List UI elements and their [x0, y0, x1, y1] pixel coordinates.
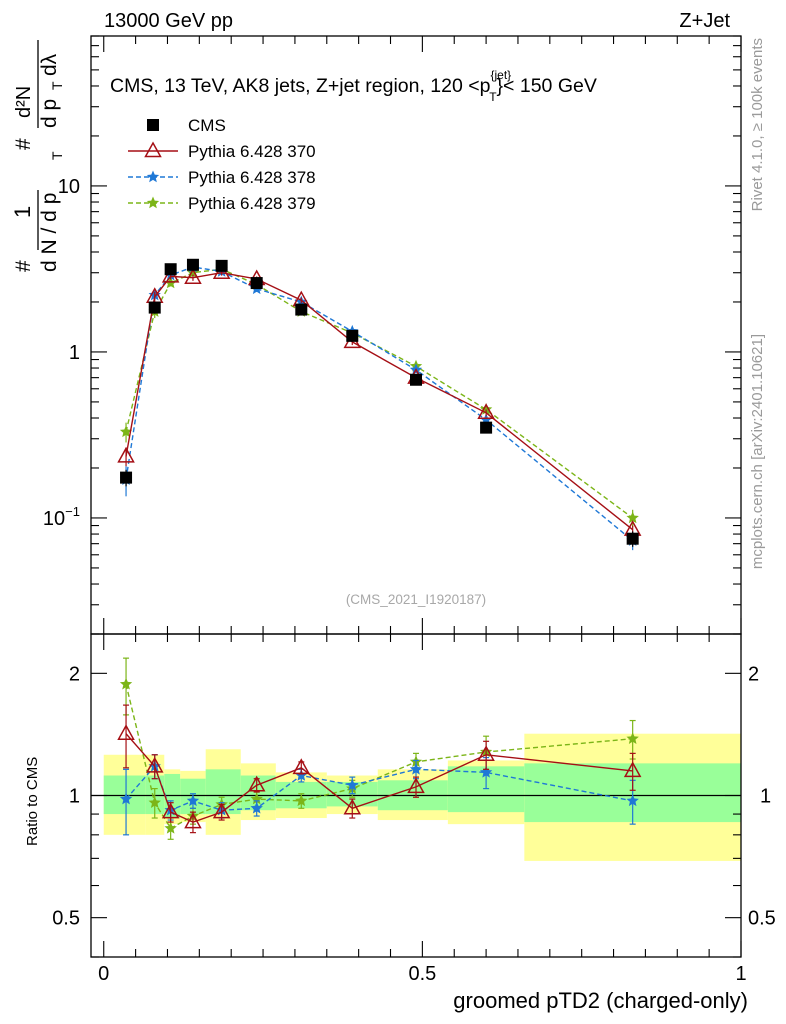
main-series-cms [120, 258, 639, 547]
xtick-label-0.5: 0.5 [408, 963, 436, 985]
ratio-point-p378-7 [346, 778, 359, 791]
ylabel-hash-2: # [12, 138, 35, 150]
main-series-p370 [117, 263, 642, 536]
main-plot-title: CMS, 13 TeV, AK8 jets, Z+jet region, 120… [110, 68, 597, 104]
ratio-point-p379-1 [148, 796, 161, 808]
main-point-cms-0 [120, 471, 133, 484]
ratio-point-p370-8 [407, 777, 425, 794]
main-point-cms-4 [215, 259, 228, 272]
main-point-cms-7 [346, 329, 359, 342]
main-ytick-label-0.1: 10−1 [43, 504, 80, 530]
main-point-cms-1 [148, 301, 161, 314]
ratio-point-p370-10 [623, 761, 642, 778]
main-point-cms-10 [626, 532, 639, 545]
main-ytick-label-1: 1 [69, 342, 80, 364]
ylabel-dlambda: dλ [38, 53, 61, 76]
main-point-p370-3 [184, 268, 202, 284]
ratio-point-p378-8 [409, 762, 423, 775]
ratio-point-p379-10 [626, 732, 639, 744]
ratio-point-p378-3 [186, 794, 200, 807]
ratio-point-p379-0 [119, 677, 133, 690]
legend-item-pythia-370: Pythia 6.428 370 [128, 141, 316, 161]
legend-marker-p378 [146, 170, 160, 183]
ratio-point-p379-6 [295, 794, 308, 807]
band-green-0 [103, 775, 146, 815]
ratio-point-p378-6 [295, 769, 308, 781]
main-point-cms-9 [480, 421, 493, 434]
main-point-p379-0 [119, 425, 133, 438]
legend-marker-p370 [144, 141, 162, 158]
main-point-cms-5 [250, 277, 263, 290]
ratio-point-p370-2 [161, 802, 180, 819]
ratio-uncertainty-bands [103, 733, 741, 861]
main-point-p370-9 [477, 403, 495, 420]
ratio-point-p370-6 [292, 758, 311, 775]
legend-label-cms: CMS [188, 116, 226, 135]
main-point-cms-3 [186, 258, 199, 271]
ylabel-hash-1: # [12, 260, 35, 272]
ratio-point-p370-7 [343, 798, 362, 815]
main-line-p379 [125, 268, 634, 519]
ratio-point-p378-9 [479, 765, 493, 778]
ratio-y-axis-label: Ratio to CMS [24, 757, 41, 846]
ylabel-dpt: d p [38, 99, 61, 128]
rivet-version-label: Rivet 4.1.0, ≥ 100k events [749, 38, 766, 211]
ratio-point-p370-3 [184, 812, 202, 829]
ratio-point-p378-10 [626, 794, 639, 807]
main-point-cms-8 [410, 373, 422, 386]
ratio-ytick-label-0.5: 0.5 [52, 908, 80, 930]
ylabel-t-subscript-1: T [49, 151, 65, 160]
main-series-p379 [119, 262, 639, 528]
ratio-point-p379-5 [250, 792, 263, 805]
main-point-p379-10 [626, 511, 639, 524]
legend-label-pythia-379: Pythia 6.428 379 [188, 194, 316, 213]
xtick-label-0: 0 [98, 963, 109, 985]
legend-marker-p379 [146, 196, 160, 209]
x-axis-label: groomed pTD2 (charged-only) [453, 988, 748, 1013]
axis-ticks [91, 35, 742, 958]
main-point-p370-0 [117, 446, 135, 463]
ratio-series-group [117, 657, 642, 840]
ratio-point-p370-9 [477, 745, 495, 762]
ratio-point-p370-5 [247, 775, 266, 792]
ylabel-dn-dpt: d N / d p [38, 193, 61, 272]
ratio-ytick-label-2: 2 [69, 663, 80, 685]
legend: CMS Pythia 6.428 370 Pythia 6.428 378 Py… [128, 116, 316, 213]
legend-label-pythia-378: Pythia 6.428 378 [188, 168, 316, 187]
main-line-p378 [125, 266, 634, 542]
main-point-cms-2 [164, 263, 177, 276]
main-y-axis-label: # 1 d N / d p T # d²N d p T dλ [10, 40, 65, 272]
ratio-point-p378-0 [119, 792, 133, 805]
legend-item-cms: CMS [147, 116, 226, 135]
ratio-series-p370 [117, 704, 642, 834]
legend-item-pythia-378: Pythia 6.428 378 [128, 168, 316, 187]
main-point-cms-6 [295, 303, 308, 316]
legend-item-pythia-379: Pythia 6.428 379 [128, 194, 316, 213]
legend-label-pythia-370: Pythia 6.428 370 [188, 142, 316, 161]
mcplots-credit-label: mcplots.cern.ch [arXiv:2401.10621] [749, 334, 766, 569]
ratio-ytick-label-2-right: 2 [748, 663, 759, 685]
ratio-ytick-label-0.5-right: 0.5 [748, 908, 776, 930]
ratio-point-p370-4 [212, 802, 231, 819]
main-ytick-label-10: 10 [58, 176, 80, 198]
analysis-id-label: (CMS_2021_I1920187) [346, 592, 486, 607]
ylabel-d2n: d²N [13, 86, 35, 118]
header-energy-label: 13000 GeV pp [104, 10, 233, 32]
ylabel-t-subscript-2: T [49, 81, 65, 90]
main-line-p370 [125, 271, 634, 531]
ratio-point-p370-0 [117, 724, 135, 740]
main-series-p378 [119, 260, 639, 551]
header-process-label: Z+Jet [679, 10, 730, 32]
ratio-ytick-label-1-right: 1 [760, 786, 771, 808]
xtick-label-1: 1 [735, 963, 746, 985]
ratio-ytick-label-1: 1 [69, 786, 80, 808]
ratio-point-p378-5 [250, 801, 263, 814]
ratio-point-p370-1 [145, 756, 164, 773]
legend-marker-cms [147, 119, 159, 131]
ylabel-one: 1 [10, 206, 35, 218]
main-series-group [117, 258, 642, 551]
ratio-point-p379-2 [164, 821, 177, 834]
